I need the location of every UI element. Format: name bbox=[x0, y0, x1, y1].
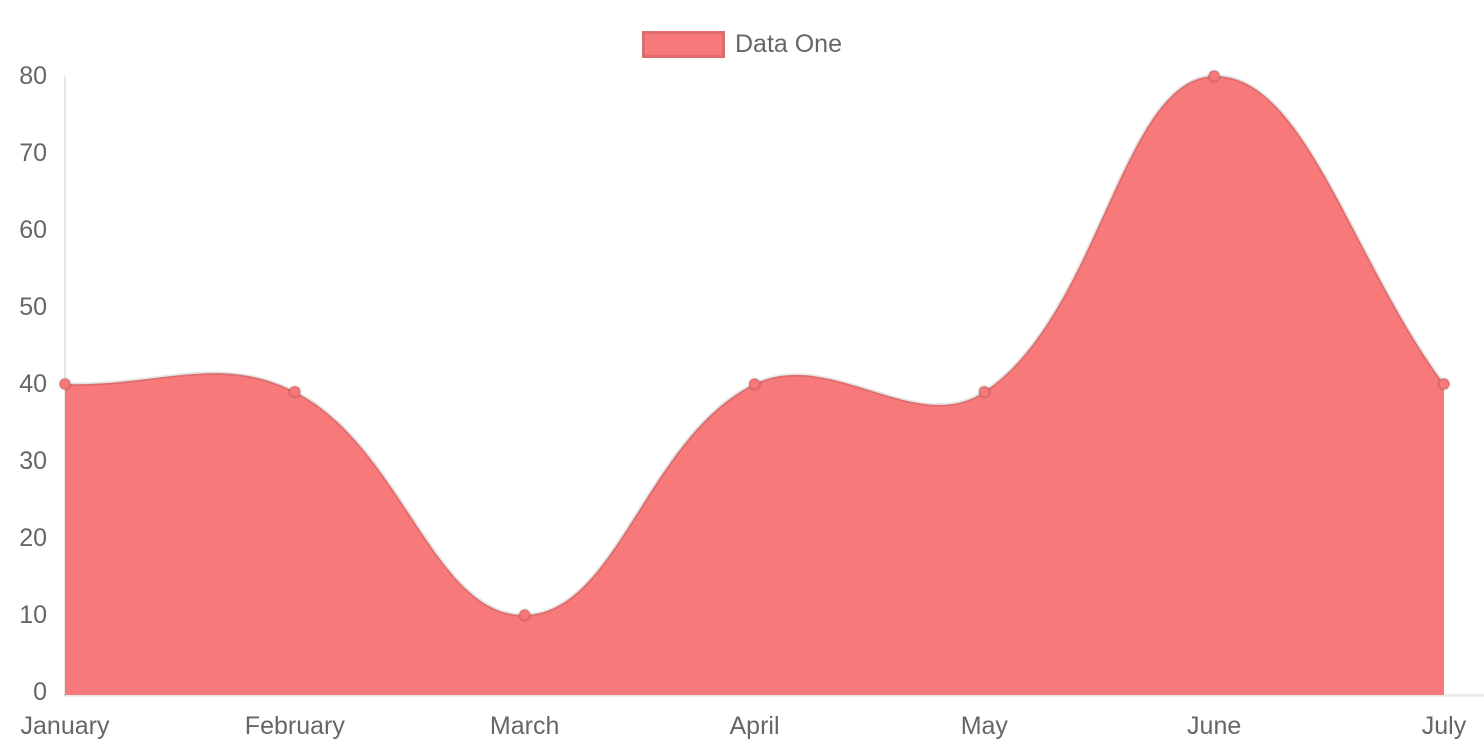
y-tick-label: 40 bbox=[19, 370, 47, 398]
legend-label: Data One bbox=[734, 30, 842, 58]
y-tick-label: 30 bbox=[19, 447, 47, 475]
x-axis-label: July bbox=[1422, 712, 1467, 740]
data-point[interactable] bbox=[1437, 377, 1451, 391]
x-axis-label: April bbox=[729, 712, 779, 740]
data-point[interactable] bbox=[977, 384, 992, 399]
y-tick-label: 20 bbox=[19, 524, 47, 552]
chart-legend[interactable]: Data One bbox=[0, 31, 1484, 58]
data-point[interactable] bbox=[747, 377, 762, 391]
x-axis-label: June bbox=[1187, 712, 1241, 740]
x-axis-label: February bbox=[245, 712, 346, 740]
data-point[interactable] bbox=[517, 608, 532, 622]
x-axis-label: March bbox=[490, 712, 559, 740]
series-line bbox=[63, 74, 1446, 617]
y-tick-label: 0 bbox=[33, 678, 47, 706]
data-point[interactable] bbox=[58, 377, 72, 391]
data-point[interactable] bbox=[288, 384, 302, 399]
x-axis-label: January bbox=[21, 712, 110, 740]
y-tick-label: 60 bbox=[19, 216, 47, 244]
data-point[interactable] bbox=[1207, 69, 1221, 83]
y-tick-label: 80 bbox=[19, 62, 47, 90]
legend-swatch bbox=[641, 31, 725, 58]
y-tick-label: 70 bbox=[19, 139, 47, 167]
x-axis-label: May bbox=[961, 712, 1009, 740]
y-tick-label: 50 bbox=[19, 293, 47, 321]
y-tick-label: 10 bbox=[19, 601, 47, 629]
